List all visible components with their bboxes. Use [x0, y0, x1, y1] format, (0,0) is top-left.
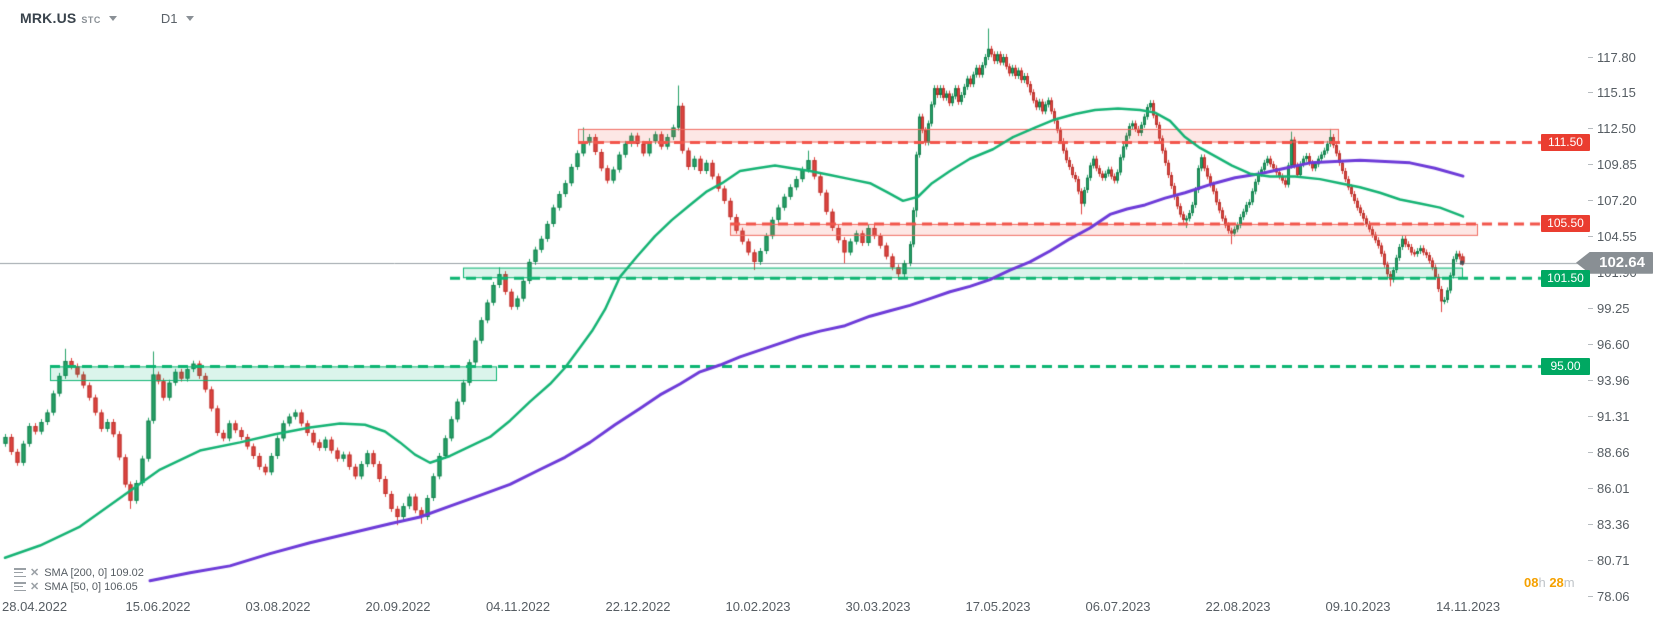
price-axis-label: 88.66: [1597, 444, 1630, 460]
tick-mark-icon: [1588, 92, 1593, 94]
price-axis-label: 104.55: [1597, 229, 1637, 245]
chart-header: MRK.US STC D1: [20, 10, 194, 26]
price-axis-tick: 91.31: [1588, 408, 1630, 424]
tick-mark-icon: [1588, 595, 1593, 597]
price-axis[interactable]: 117.80115.15112.50109.85107.20104.55101.…: [1588, 0, 1653, 630]
date-axis-label: 06.07.2023: [1085, 599, 1151, 614]
countdown-hours-unit: h: [1538, 575, 1546, 590]
tick-mark-icon: [1588, 451, 1593, 453]
price-axis-label: 96.60: [1597, 337, 1630, 353]
tick-mark-icon: [1588, 164, 1593, 166]
tick-mark-icon: [1588, 128, 1593, 130]
indicator-label: SMA [50, 0] 106.05: [44, 580, 138, 593]
date-axis-label: 09.10.2023: [1325, 599, 1391, 614]
price-axis-tick: 86.01: [1588, 480, 1630, 496]
tick-mark-icon: [1588, 487, 1593, 489]
price-axis-tick: 93.96: [1588, 373, 1630, 389]
price-axis-tick: 117.80: [1588, 49, 1636, 65]
timeframe-selector[interactable]: D1: [161, 11, 194, 26]
session-countdown: 08h 28m: [1524, 575, 1575, 590]
price-level-badge-111.50[interactable]: 111.50: [1541, 133, 1590, 151]
price-axis-tick: 96.60: [1588, 337, 1630, 353]
timeframe-label: D1: [160, 10, 178, 26]
tick-mark-icon: [1588, 523, 1593, 525]
price-axis-tick: 109.85: [1588, 157, 1637, 173]
price-axis-tick: 99.25: [1588, 301, 1630, 317]
price-axis-tick: 80.71: [1588, 552, 1630, 568]
price-level-badge-105.50[interactable]: 105.50: [1541, 215, 1590, 233]
price-axis-label: 112.50: [1597, 121, 1636, 137]
date-axis-label: 04.11.2022: [485, 599, 551, 614]
indicator-settings-icon[interactable]: [14, 582, 26, 591]
date-axis-label: 15.06.2022: [125, 599, 191, 614]
indicator-remove-icon[interactable]: ✕: [30, 566, 40, 579]
instrument-selector[interactable]: MRK.US STC: [20, 10, 101, 26]
countdown-minutes: 28: [1549, 575, 1564, 590]
tick-mark-icon: [1588, 56, 1593, 58]
date-axis-label: 22.08.2023: [1205, 599, 1271, 614]
date-axis-label: 03.08.2022: [245, 599, 311, 614]
indicator-label: SMA [200, 0] 109.02: [44, 566, 144, 579]
price-level-badge-95.00[interactable]: 95.00: [1541, 357, 1590, 375]
date-axis-label: 10.02.2023: [725, 599, 791, 614]
date-axis-label: 14.11.2023: [1435, 599, 1501, 614]
indicator-row: ✕ SMA [200, 0] 109.02: [14, 566, 144, 579]
date-axis-label: 22.12.2022: [605, 599, 671, 614]
tick-mark-icon: [1588, 415, 1593, 417]
date-axis-label: 30.03.2023: [845, 599, 911, 614]
price-level-badge-101.50[interactable]: 101.50: [1541, 269, 1590, 287]
price-axis-tick: 83.36: [1588, 516, 1630, 532]
price-axis-tick: 107.20: [1588, 193, 1637, 209]
price-axis-tick: 88.66: [1588, 444, 1630, 460]
price-axis-tick: 78.06: [1588, 588, 1630, 604]
indicator-legend: ✕ SMA [200, 0] 109.02 ✕ SMA [50, 0] 106.05: [14, 566, 144, 594]
date-axis[interactable]: 28.04.2022 15.06.2022 03.08.2022 20.09.2022…: [0, 597, 1590, 619]
price-axis-label: 83.36: [1597, 516, 1630, 532]
countdown-hours: 08: [1524, 575, 1539, 590]
price-axis-label: 109.85: [1597, 157, 1637, 173]
date-axis-label: 17.05.2023: [965, 599, 1031, 614]
tick-mark-icon: [1588, 236, 1593, 238]
price-axis-tick: 112.50: [1588, 121, 1636, 137]
countdown-minutes-unit: m: [1563, 575, 1575, 590]
price-axis-label: 80.71: [1597, 552, 1630, 568]
tick-mark-icon: [1588, 559, 1593, 561]
chevron-down-icon[interactable]: [108, 15, 117, 21]
price-axis-label: 93.96: [1597, 373, 1630, 388]
indicator-remove-icon[interactable]: ✕: [30, 580, 40, 593]
tick-mark-icon: [1588, 344, 1593, 346]
price-axis-label: 115.15: [1597, 85, 1636, 101]
date-axis-label: 28.04.2022: [2, 599, 68, 614]
instrument-suffix: STC: [81, 15, 101, 25]
tick-mark-icon: [1588, 380, 1593, 381]
price-axis-label: 91.31: [1597, 408, 1630, 424]
indicator-settings-icon[interactable]: [14, 568, 26, 577]
indicator-row: ✕ SMA [50, 0] 106.05: [14, 580, 144, 593]
price-axis-tick: 104.55: [1588, 229, 1637, 245]
tick-mark-icon: [1588, 200, 1593, 202]
instrument-symbol: MRK.US: [20, 10, 77, 26]
last-price-badge: 102.64: [1576, 251, 1653, 274]
price-axis-label: 117.80: [1597, 49, 1636, 65]
price-axis-label: 99.25: [1597, 301, 1630, 317]
chevron-down-icon[interactable]: [185, 15, 194, 21]
price-axis-label: 107.20: [1597, 193, 1637, 209]
price-axis-label: 78.06: [1597, 588, 1630, 604]
price-axis-label: 86.01: [1597, 480, 1630, 496]
price-axis-tick: 115.15: [1588, 85, 1636, 101]
date-axis-label: 20.09.2022: [365, 599, 431, 614]
tick-mark-icon: [1588, 308, 1593, 310]
